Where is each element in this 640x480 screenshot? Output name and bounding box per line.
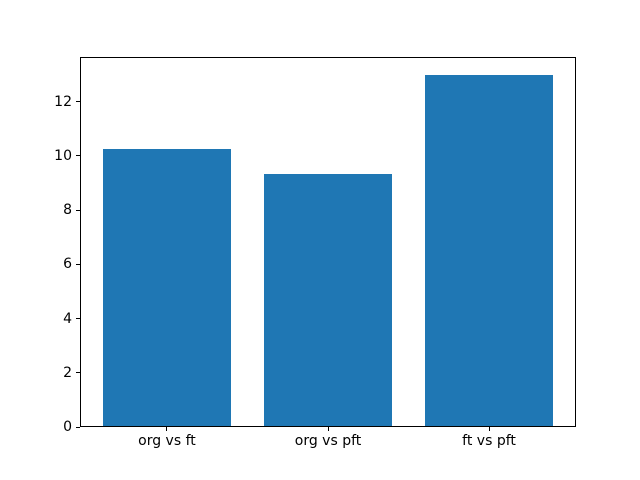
x-tick-mark — [166, 427, 168, 431]
y-tick-label: 0 — [63, 419, 72, 435]
bar-2 — [263, 174, 393, 427]
x-tick-mark — [488, 427, 490, 431]
y-tick-label: 10 — [54, 147, 72, 164]
y-tick-mark — [76, 318, 80, 320]
x-tick-label: org vs pft — [294, 433, 362, 449]
bar-1 — [102, 149, 232, 427]
y-tick-mark — [76, 101, 80, 103]
x-tick-label: org vs ft — [138, 433, 196, 449]
y-tick-label: 12 — [54, 93, 72, 110]
y-tick-label: 2 — [63, 364, 72, 381]
x-tick-label: ft vs pft — [462, 433, 516, 449]
x-tick-mark — [327, 427, 329, 431]
y-tick-label: 4 — [63, 310, 72, 327]
plot-frame — [80, 57, 576, 427]
y-tick-label: 6 — [63, 256, 72, 273]
y-tick-label: 8 — [63, 202, 72, 219]
y-tick-mark — [76, 209, 80, 211]
y-tick-mark — [76, 155, 80, 157]
y-tick-mark — [76, 426, 80, 428]
bar-3 — [424, 74, 554, 427]
y-tick-mark — [76, 372, 80, 374]
y-tick-mark — [76, 263, 80, 265]
